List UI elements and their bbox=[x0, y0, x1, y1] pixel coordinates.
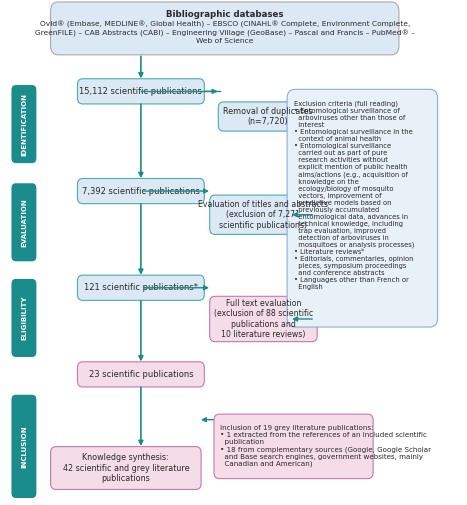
Text: 23 scientific publications: 23 scientific publications bbox=[89, 370, 193, 379]
Text: Bibliographic databases: Bibliographic databases bbox=[166, 10, 283, 19]
Text: Inclusion of 19 grey literature publications:
• 1 extracted from the references : Inclusion of 19 grey literature publicat… bbox=[220, 425, 432, 468]
FancyBboxPatch shape bbox=[214, 414, 373, 479]
FancyBboxPatch shape bbox=[287, 89, 438, 327]
FancyBboxPatch shape bbox=[78, 362, 205, 387]
FancyBboxPatch shape bbox=[12, 183, 36, 261]
FancyBboxPatch shape bbox=[50, 2, 399, 55]
FancyBboxPatch shape bbox=[12, 85, 36, 163]
FancyBboxPatch shape bbox=[12, 279, 36, 357]
FancyBboxPatch shape bbox=[78, 79, 205, 104]
Text: Removal of duplicates
(n=7,720): Removal of duplicates (n=7,720) bbox=[223, 107, 312, 126]
FancyBboxPatch shape bbox=[78, 275, 205, 300]
FancyBboxPatch shape bbox=[78, 178, 205, 204]
Text: Ovid® (Embase, MEDLINE®, Global Health) – EBSCO (CINAHL® Complete, Environment C: Ovid® (Embase, MEDLINE®, Global Health) … bbox=[35, 21, 415, 43]
FancyBboxPatch shape bbox=[218, 102, 317, 131]
Text: 121 scientific publications*: 121 scientific publications* bbox=[84, 283, 198, 292]
Text: Knowledge synthesis:
42 scientific and grey literature
publications: Knowledge synthesis: 42 scientific and g… bbox=[63, 453, 189, 483]
FancyBboxPatch shape bbox=[12, 395, 36, 498]
Text: 7,392 scientific publications: 7,392 scientific publications bbox=[82, 186, 200, 195]
FancyBboxPatch shape bbox=[210, 296, 317, 342]
FancyBboxPatch shape bbox=[50, 446, 201, 489]
Text: Full text evaluation
(exclusion of 88 scientific
publications and
10 literature : Full text evaluation (exclusion of 88 sc… bbox=[214, 299, 313, 339]
Text: IDENTIFICATION: IDENTIFICATION bbox=[21, 92, 27, 156]
Text: INCLUSION: INCLUSION bbox=[21, 425, 27, 468]
FancyBboxPatch shape bbox=[210, 195, 317, 234]
Text: Exclusion criteria (full reading)
• Entomological surveillance of
  arboviruses : Exclusion criteria (full reading) • Ento… bbox=[294, 101, 414, 290]
Text: Evaluation of titles and abstracts
(exclusion of 7,271
scientific publications): Evaluation of titles and abstracts (excl… bbox=[198, 200, 328, 230]
Text: EVALUATION: EVALUATION bbox=[21, 198, 27, 246]
Text: ELIGIBILITY: ELIGIBILITY bbox=[21, 296, 27, 340]
Text: 15,112 scientific publications: 15,112 scientific publications bbox=[79, 87, 202, 96]
